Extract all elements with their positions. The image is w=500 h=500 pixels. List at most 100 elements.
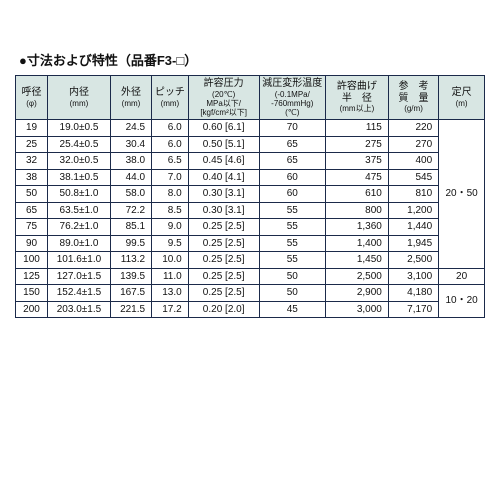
cell: 58.0 bbox=[110, 186, 151, 203]
cell: 127.0±1.5 bbox=[48, 268, 111, 285]
cell: 2,500 bbox=[388, 252, 438, 269]
cell: 0.25 [2.5] bbox=[188, 252, 259, 269]
cell: 270 bbox=[388, 136, 438, 153]
cell: 400 bbox=[388, 153, 438, 170]
cell: 167.5 bbox=[110, 285, 151, 302]
cell: 50 bbox=[16, 186, 48, 203]
cell: 45 bbox=[259, 301, 325, 318]
table-row: 5050.8±1.058.08.00.30 [3.1]60610810 bbox=[16, 186, 485, 203]
cell: 275 bbox=[325, 136, 388, 153]
cell: 70 bbox=[259, 120, 325, 137]
cell: 7,170 bbox=[388, 301, 438, 318]
cell: 0.45 [4.6] bbox=[188, 153, 259, 170]
cell: 30.4 bbox=[110, 136, 151, 153]
cell: 8.0 bbox=[152, 186, 189, 203]
cell: 76.2±1.0 bbox=[48, 219, 111, 236]
cell: 32.0±0.5 bbox=[48, 153, 111, 170]
cell: 38.0 bbox=[110, 153, 151, 170]
cell: 65 bbox=[259, 136, 325, 153]
cell: 19 bbox=[16, 120, 48, 137]
cell: 0.25 [2.5] bbox=[188, 235, 259, 252]
cell: 55 bbox=[259, 219, 325, 236]
cell: 6.0 bbox=[152, 136, 189, 153]
cell: 63.5±1.0 bbox=[48, 202, 111, 219]
cell: 0.60 [6.1] bbox=[188, 120, 259, 137]
cell: 3,100 bbox=[388, 268, 438, 285]
table-row: 3838.1±0.544.07.00.40 [4.1]60475545 bbox=[16, 169, 485, 186]
cell: 221.5 bbox=[110, 301, 151, 318]
cell: 7.0 bbox=[152, 169, 189, 186]
cell: 10・20 bbox=[439, 285, 485, 318]
cell: 4,180 bbox=[388, 285, 438, 302]
cell: 89.0±1.0 bbox=[48, 235, 111, 252]
cell: 139.5 bbox=[110, 268, 151, 285]
cell: 0.25 [2.5] bbox=[188, 285, 259, 302]
cell: 9.0 bbox=[152, 219, 189, 236]
cell: 25 bbox=[16, 136, 48, 153]
table-row: 7576.2±1.085.19.00.25 [2.5]551,3601,440 bbox=[16, 219, 485, 236]
cell: 0.30 [3.1] bbox=[188, 186, 259, 203]
cell: 20 bbox=[439, 268, 485, 285]
col-fixedlen: 定尺(m) bbox=[439, 76, 485, 120]
cell: 152.4±1.5 bbox=[48, 285, 111, 302]
cell: 85.1 bbox=[110, 219, 151, 236]
cell: 9.5 bbox=[152, 235, 189, 252]
cell: 32 bbox=[16, 153, 48, 170]
cell: 150 bbox=[16, 285, 48, 302]
cell: 610 bbox=[325, 186, 388, 203]
cell: 220 bbox=[388, 120, 438, 137]
table-row: 9089.0±1.099.59.50.25 [2.5]551,4001,945 bbox=[16, 235, 485, 252]
cell: 24.5 bbox=[110, 120, 151, 137]
cell: 75 bbox=[16, 219, 48, 236]
cell: 20・50 bbox=[439, 120, 485, 269]
cell: 13.0 bbox=[152, 285, 189, 302]
cell: 0.25 [2.5] bbox=[188, 219, 259, 236]
cell: 65 bbox=[16, 202, 48, 219]
cell: 800 bbox=[325, 202, 388, 219]
cell: 99.5 bbox=[110, 235, 151, 252]
cell: 72.2 bbox=[110, 202, 151, 219]
cell: 101.6±1.0 bbox=[48, 252, 111, 269]
table-row: 3232.0±0.538.06.50.45 [4.6]65375400 bbox=[16, 153, 485, 170]
cell: 0.30 [3.1] bbox=[188, 202, 259, 219]
cell: 50.8±1.0 bbox=[48, 186, 111, 203]
cell: 10.0 bbox=[152, 252, 189, 269]
cell: 1,400 bbox=[325, 235, 388, 252]
cell: 6.5 bbox=[152, 153, 189, 170]
cell: 203.0±1.5 bbox=[48, 301, 111, 318]
cell: 19.0±0.5 bbox=[48, 120, 111, 137]
cell: 545 bbox=[388, 169, 438, 186]
cell: 0.50 [5.1] bbox=[188, 136, 259, 153]
cell: 2,500 bbox=[325, 268, 388, 285]
cell: 8.5 bbox=[152, 202, 189, 219]
cell: 3,000 bbox=[325, 301, 388, 318]
cell: 475 bbox=[325, 169, 388, 186]
cell: 55 bbox=[259, 202, 325, 219]
table-row: 100101.6±1.0113.210.00.25 [2.5]551,4502,… bbox=[16, 252, 485, 269]
cell: 17.2 bbox=[152, 301, 189, 318]
col-diameter: 呼径(φ) bbox=[16, 76, 48, 120]
section-title: ●寸法および特性（品番F3-□） bbox=[19, 50, 485, 69]
table-row: 200203.0±1.5221.517.20.20 [2.0]453,0007,… bbox=[16, 301, 485, 318]
cell: 50 bbox=[259, 268, 325, 285]
table-row: 150152.4±1.5167.513.00.25 [2.5]502,9004,… bbox=[16, 285, 485, 302]
cell: 1,945 bbox=[388, 235, 438, 252]
cell: 6.0 bbox=[152, 120, 189, 137]
col-weight: 参 考 質 量(g/m) bbox=[388, 76, 438, 120]
cell: 100 bbox=[16, 252, 48, 269]
col-outer: 外径(mm) bbox=[110, 76, 151, 120]
cell: 1,360 bbox=[325, 219, 388, 236]
cell: 113.2 bbox=[110, 252, 151, 269]
cell: 38 bbox=[16, 169, 48, 186]
cell: 38.1±0.5 bbox=[48, 169, 111, 186]
cell: 2,900 bbox=[325, 285, 388, 302]
cell: 60 bbox=[259, 169, 325, 186]
cell: 60 bbox=[259, 186, 325, 203]
cell: 125 bbox=[16, 268, 48, 285]
cell: 55 bbox=[259, 235, 325, 252]
cell: 810 bbox=[388, 186, 438, 203]
col-radius: 許容曲げ 半 径(mm以上) bbox=[325, 76, 388, 120]
cell: 25.4±0.5 bbox=[48, 136, 111, 153]
cell: 0.20 [2.0] bbox=[188, 301, 259, 318]
cell: 65 bbox=[259, 153, 325, 170]
